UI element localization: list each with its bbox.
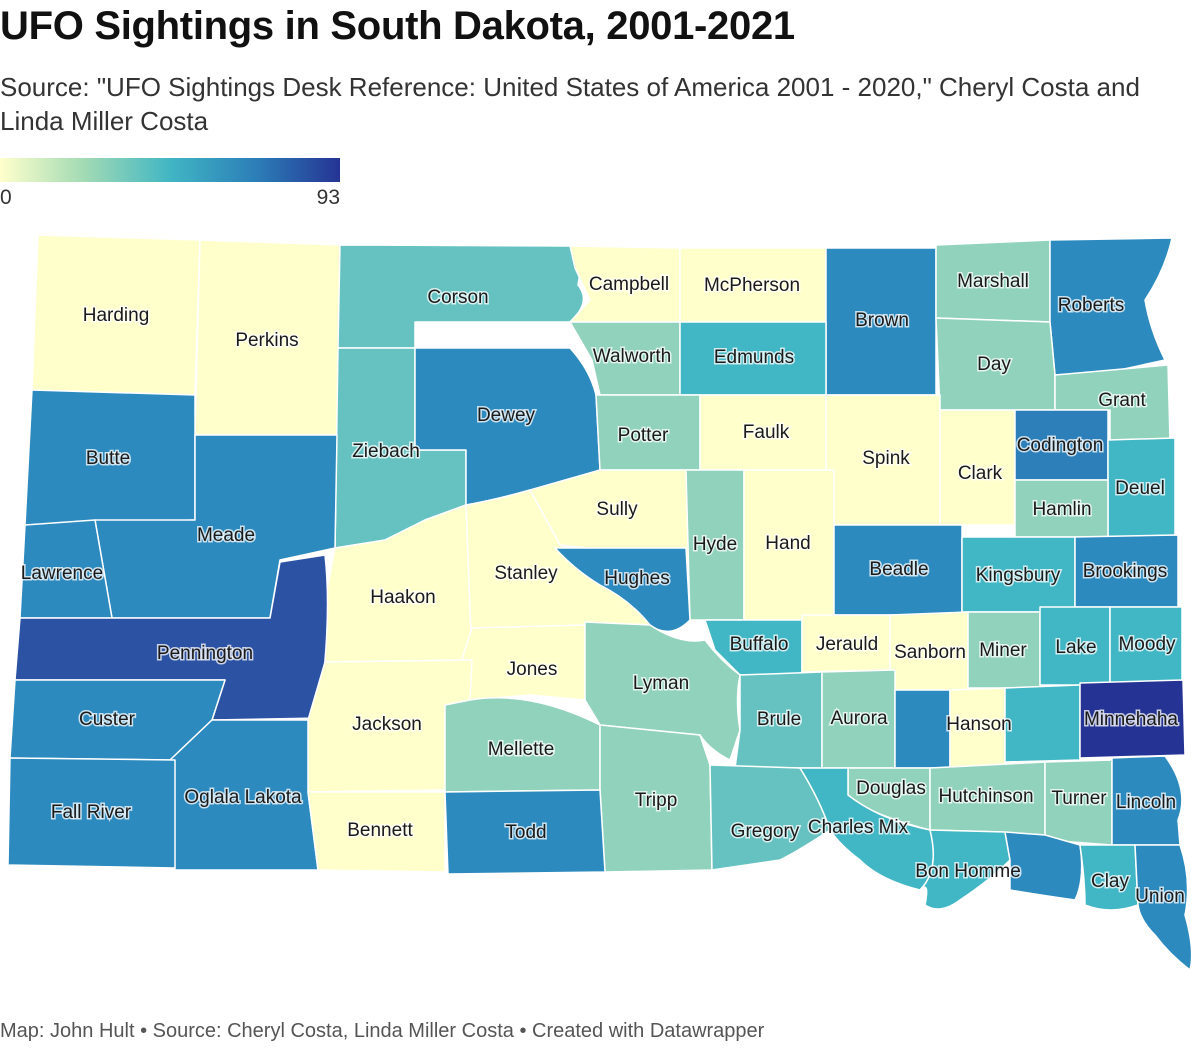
label-bennett: Bennett (347, 820, 413, 841)
label-meade: Meade (197, 525, 255, 546)
label-campbell: Campbell (589, 274, 669, 295)
label-corson: Corson (427, 287, 488, 308)
label-harding: Harding (83, 305, 150, 326)
legend-max-label: 93 (316, 186, 340, 209)
label-sanborn: Sanborn (894, 642, 966, 663)
county-minnehaha[interactable] (1079, 679, 1186, 759)
label-spink: Spink (862, 448, 910, 469)
legend-min-label: 0 (0, 186, 12, 209)
label-faulk: Faulk (743, 422, 790, 443)
label-brookings: Brookings (1083, 561, 1168, 582)
label-grant: Grant (1098, 390, 1146, 411)
label-moody: Moody (1118, 634, 1176, 655)
label-sully: Sully (596, 499, 638, 520)
chart-subtitle: Source: "UFO Sightings Desk Reference: U… (0, 72, 1140, 136)
south-dakota-county-map: Harding Perkins Corson Campbell McPherso… (0, 225, 1200, 985)
label-buffalo: Buffalo (730, 634, 789, 655)
color-legend: 0 93 (0, 158, 340, 209)
label-hutchinson: Hutchinson (938, 786, 1033, 807)
label-hand: Hand (765, 533, 810, 554)
label-tripp: Tripp (635, 790, 678, 811)
county-bon-homme[interactable] (919, 829, 1011, 910)
label-roberts: Roberts (1058, 295, 1125, 316)
label-perkins: Perkins (235, 330, 298, 351)
label-walworth: Walworth (593, 346, 671, 367)
label-douglas: Douglas (856, 778, 926, 799)
label-charles-mix: Charles Mix (808, 817, 909, 838)
label-hyde: Hyde (693, 534, 737, 555)
label-beadle: Beadle (869, 559, 928, 580)
label-butte: Butte (86, 448, 130, 469)
label-minnehaha: Minnehaha (1084, 709, 1178, 730)
label-bon-homme: Bon Homme (915, 861, 1021, 882)
label-deuel: Deuel (1115, 478, 1165, 499)
county-todd[interactable] (444, 789, 606, 875)
label-jones: Jones (507, 659, 558, 680)
county-fall-river[interactable] (7, 757, 176, 869)
label-lyman: Lyman (633, 673, 689, 694)
label-custer: Custer (79, 709, 136, 730)
label-clark: Clark (958, 463, 1003, 484)
legend-gradient-bar (0, 158, 340, 182)
label-lake: Lake (1055, 637, 1096, 658)
county-union[interactable] (1134, 844, 1193, 971)
label-pennington: Pennington (157, 643, 253, 664)
label-codington: Codington (1017, 435, 1104, 456)
label-marshall: Marshall (957, 271, 1029, 292)
label-brown: Brown (855, 310, 909, 331)
label-miner: Miner (979, 640, 1027, 661)
label-fall-river: Fall River (51, 802, 132, 823)
label-hughes: Hughes (604, 568, 670, 589)
label-gregory: Gregory (731, 821, 800, 842)
label-clay: Clay (1091, 871, 1130, 892)
chart-title: UFO Sightings in South Dakota, 2001-2021 (0, 4, 795, 48)
county-clay[interactable] (1079, 844, 1139, 911)
label-hanson: Hanson (946, 714, 1012, 735)
county-mccook[interactable] (1004, 684, 1081, 763)
county-bennett[interactable] (307, 791, 446, 873)
county-roberts[interactable] (1049, 237, 1173, 376)
label-lincoln: Lincoln (1116, 792, 1176, 813)
label-aurora: Aurora (830, 708, 887, 729)
label-kingsbury: Kingsbury (976, 565, 1061, 586)
label-lawrence: Lawrence (21, 563, 103, 584)
label-haakon: Haakon (370, 587, 436, 608)
label-mcpherson: McPherson (704, 275, 800, 296)
label-day: Day (977, 354, 1011, 375)
county-hanson[interactable] (894, 689, 951, 769)
label-brule: Brule (757, 709, 801, 730)
label-jackson: Jackson (352, 714, 422, 735)
label-dewey: Dewey (477, 405, 536, 426)
label-todd: Todd (505, 822, 546, 843)
label-oglala-lakota: Oglala Lakota (184, 787, 302, 808)
label-potter: Potter (618, 425, 669, 446)
county-pennington[interactable] (14, 554, 329, 721)
label-edmunds: Edmunds (714, 347, 794, 368)
label-turner: Turner (1051, 788, 1107, 809)
label-hamlin: Hamlin (1032, 499, 1091, 520)
label-ziebach: Ziebach (352, 441, 420, 462)
county-charles-mix[interactable] (799, 767, 935, 891)
label-mellette: Mellette (488, 739, 555, 760)
label-jerauld: Jerauld (816, 634, 878, 655)
label-stanley: Stanley (494, 563, 558, 584)
label-union: Union (1135, 886, 1185, 907)
map-credits: Map: John Hult • Source: Cheryl Costa, L… (0, 1020, 765, 1042)
county-hughes[interactable] (554, 547, 691, 633)
